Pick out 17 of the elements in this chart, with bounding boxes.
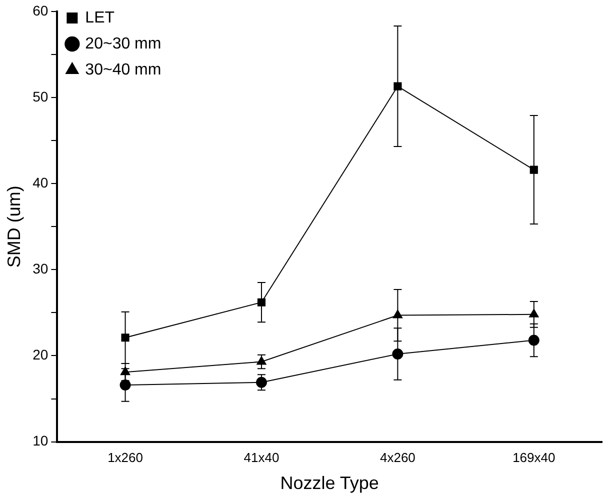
- y-axis-title: SMD (um): [4, 186, 24, 268]
- y-tick-label: 40: [32, 174, 48, 190]
- x-axis-title: Nozzle Type: [280, 473, 379, 494]
- x-tick-label: 1x260: [108, 450, 143, 466]
- x-tick-label: 41x40: [244, 450, 280, 466]
- legend-label: 20~30 mm: [85, 35, 162, 52]
- y-tick-label: 10: [32, 432, 48, 449]
- x-tick-label: 4x260: [380, 450, 416, 466]
- legend-label: LET: [85, 9, 115, 26]
- point: [392, 310, 403, 318]
- y-tick-label: 20: [32, 346, 48, 363]
- y-tick-label: 60: [32, 2, 48, 18]
- y-tick-label: 50: [32, 88, 48, 104]
- legend-label: 30~40 mm: [85, 61, 162, 78]
- y-tick-label: 30: [32, 260, 48, 276]
- x-tick-label: 169x40: [512, 450, 556, 466]
- point: [121, 334, 130, 342]
